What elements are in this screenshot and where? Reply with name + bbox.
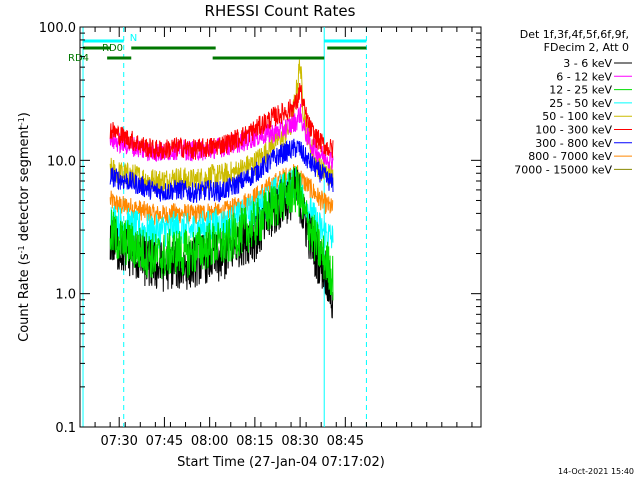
plot-frame [79,26,482,428]
series-line [109,103,334,170]
x-tick-label: 07:45 [146,434,183,449]
x-tick-label: 08:30 [281,434,318,449]
legend-entry-label: 12 - 25 keV [549,84,612,97]
x-tick-label: 08:15 [236,434,273,449]
legend-header: FDecim 2, Att 0 [544,41,629,54]
axes-group: 0.1 1.0 10.0 100.0 07:30 07:45 08:00 08:15 08:30… [39,21,481,449]
legend-entry-label: 300 - 800 keV [535,137,612,150]
legend-entry-label: 100 - 300 keV [535,124,612,137]
status-bar-label: N [130,33,137,44]
y-axis-label: Count Rate (s-1 detector segment-1) [17,112,33,342]
series-line [109,138,334,203]
series-line [109,166,334,249]
series-line [109,166,334,301]
chart-title: RHESSI Count Rates [205,2,356,20]
series-group [109,59,334,319]
y-tick-label: 0.1 [55,421,76,436]
status-bar-label: RD4 [68,53,89,64]
legend-entry-label: 25 - 50 keV [549,97,612,110]
attenuator-state-bars: N RD0 RD4 [68,33,367,64]
y-tick-label: 100.0 [39,21,76,36]
x-tick-label: 08:45 [327,434,364,449]
legend-entry-label: 50 - 100 keV [542,110,612,123]
legend-header: Det 1f,3f,4f,5f,6f,9f, [520,28,629,41]
legend-entry-label: 3 - 6 keV [563,57,612,70]
legend: Det 1f,3f,4f,5f,6f,9f,FDecim 2, Att 0 3 -… [514,28,632,176]
x-tick-label: 07:30 [100,434,137,449]
y-tick-label: 1.0 [55,288,76,303]
x-axis-label: Start Time (27-Jan-04 07:17:02) [177,455,385,470]
legend-entry-label: 7000 - 15000 keV [514,163,612,176]
status-bar-label: RD0 [102,43,123,54]
legend-entry-label: 800 - 7000 keV [528,150,612,163]
legend-entry-label: 6 - 12 keV [556,70,612,83]
x-tick-label: 08:00 [191,434,228,449]
y-tick-label: 10.0 [47,154,76,169]
footer-date: 14-Oct-2021 15:40 [558,467,634,476]
series-line [109,82,334,160]
